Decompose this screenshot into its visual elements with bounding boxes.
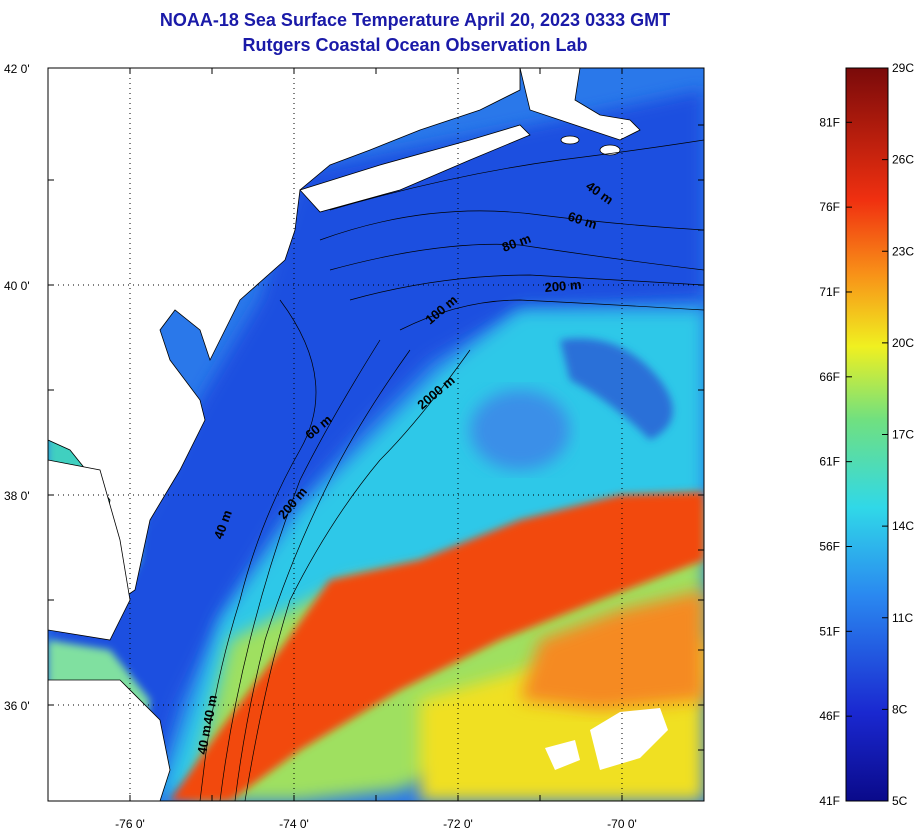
colorbar-label-20C: 20C (892, 336, 914, 350)
shelf-water (48, 90, 704, 801)
contour-label-40m-2: 40 m (200, 694, 220, 726)
colorbar-label-23C: 23C (892, 244, 914, 258)
lon-label-76: -76 0' (115, 817, 145, 831)
colorbar-ticks (846, 67, 888, 802)
colorbar-label-26C: 26C (892, 153, 914, 167)
delmarva-inland (48, 459, 131, 641)
colorbar-label-5C: 5C (892, 794, 908, 808)
north-carolina (48, 679, 171, 801)
bathymetry-contours (199, 139, 704, 801)
marthas-vineyard (560, 135, 580, 145)
lat-label-38: 38 0' (4, 489, 30, 503)
gulf-stream (170, 492, 704, 801)
lat-label-40: 40 0' (4, 279, 30, 293)
colorbar-gradient (845, 67, 889, 802)
long-island (299, 124, 531, 213)
contour-label-40m-3: 40 m (194, 724, 214, 756)
lon-label-74: -74 0' (279, 817, 309, 831)
colorbar-label-61F: 61F (819, 455, 840, 469)
gulf-stream-edge (520, 590, 704, 710)
colorbar-label-46F: 46F (819, 709, 840, 723)
axis-ticks (48, 67, 704, 801)
colorbar-label-14C: 14C (892, 519, 914, 533)
colorbar-label-71F: 71F (819, 285, 840, 299)
colorbar-label-76F: 76F (819, 200, 840, 214)
lon-label-72: -72 0' (443, 817, 473, 831)
cloud-gap-1 (590, 708, 668, 770)
graticule (48, 68, 704, 801)
map-title: NOAA-18 Sea Surface Temperature April 20… (159, 10, 671, 30)
colorbar-fahrenheit-labels: 81F 76F 71F 66F 61F 56F 51F 46F 41F (819, 115, 840, 808)
colorbar-label-11C: 11C (892, 611, 913, 625)
colorbar-label-29C: 29C (892, 61, 914, 75)
colorbar-label-41F: 41F (819, 794, 840, 808)
colorbar-label-56F: 56F (819, 539, 840, 553)
colorbar-celsius-labels: 29C 26C 23C 20C 17C 14C 11C 8C 5C (892, 61, 914, 808)
cold-filament (560, 338, 673, 440)
cape-cod (519, 68, 641, 141)
nantucket (599, 144, 621, 156)
colorbar-label-66F: 66F (819, 370, 840, 384)
map-subtitle: Rutgers Coastal Ocean Observation Lab (242, 35, 588, 55)
colorbar-label-8C: 8C (892, 702, 908, 716)
lat-label-36: 36 0' (4, 699, 30, 713)
warm-core-eddy (470, 390, 570, 470)
lat-label-42: 42 0' (4, 62, 30, 76)
colorbar-label-51F: 51F (819, 624, 840, 638)
colorbar-label-81F: 81F (819, 115, 840, 129)
contour-label-200m-north: 200 m (544, 277, 582, 295)
colorbar-label-17C: 17C (892, 428, 914, 442)
lon-label-70: -70 0' (607, 817, 637, 831)
cloud-gap-2 (545, 740, 580, 770)
